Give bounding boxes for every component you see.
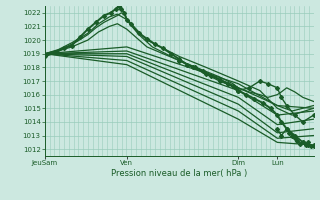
X-axis label: Pression niveau de la mer( hPa ): Pression niveau de la mer( hPa ) xyxy=(111,169,247,178)
